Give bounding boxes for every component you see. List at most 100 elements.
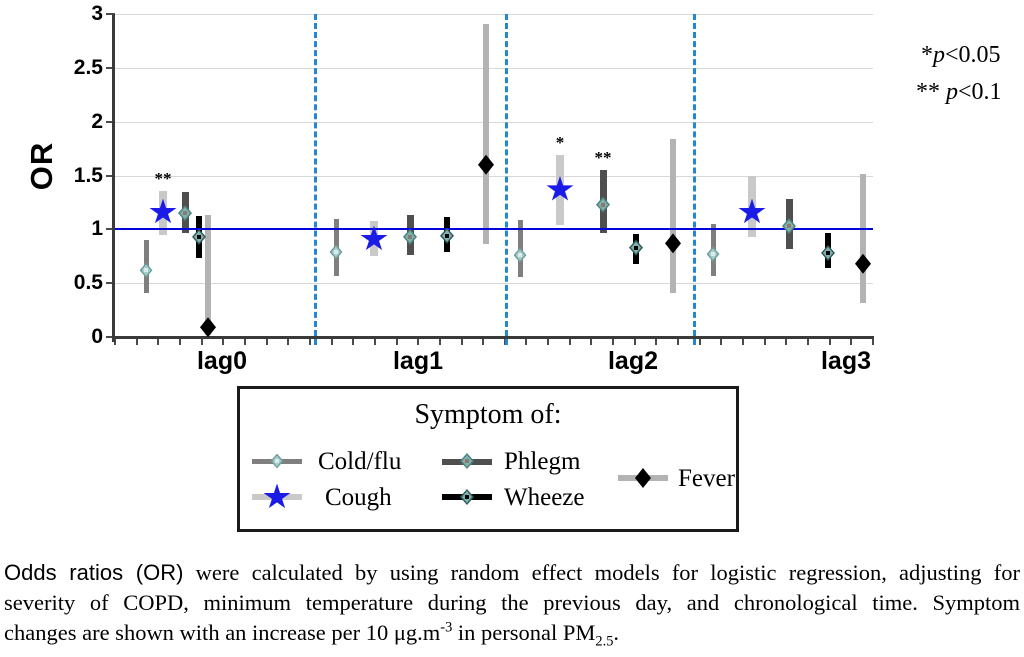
x-axis-tick (243, 337, 246, 345)
legend-entry-phlegm: Phlegm (442, 448, 632, 475)
legend-marker-symbol (635, 468, 651, 488)
x-axis-tick (200, 337, 203, 345)
legend-label: Wheeze (504, 484, 585, 511)
x-axis-tick (114, 337, 116, 345)
x-axis-tick (287, 337, 290, 345)
gridline (115, 67, 873, 69)
caption-line-1: Odds ratios (OR) were calculated by usin… (4, 560, 1020, 585)
x-axis-tick (807, 337, 810, 345)
legend-label: Phlegm (504, 448, 581, 475)
marker-coldflu-lag2 (513, 247, 527, 263)
x-axis-tick (503, 337, 506, 345)
marker-wheeze-lag0 (192, 228, 206, 245)
x-axis-tick (698, 337, 701, 345)
legend-marker-cough (252, 483, 302, 510)
x-axis-tick (633, 337, 636, 345)
y-axis-tick (106, 336, 115, 338)
marker-phlegm-lag0 (178, 205, 192, 222)
marker-fever-lag3 (855, 253, 871, 274)
y-tick-label: 0.5 (73, 271, 103, 295)
legend-marker-symbol (460, 489, 474, 505)
marker-coldflu-lag3 (706, 246, 720, 262)
x-category-label: lag0 (196, 347, 248, 375)
x-axis-tick (655, 337, 658, 345)
legend-entry-cold-flu: Cold/flu (252, 448, 442, 475)
y-tick-label: 2.5 (73, 55, 103, 79)
x-axis-tick (828, 337, 831, 345)
x-axis-tick (525, 337, 528, 345)
significance-mark: * (555, 133, 565, 153)
y-tick-label: 0 (91, 325, 103, 348)
x-axis-tick (742, 337, 745, 345)
gridline (115, 283, 873, 285)
y-axis-title: OR (24, 141, 59, 191)
significance-star: ** (916, 79, 946, 105)
ci-bar-fever-lag3 (860, 174, 866, 303)
x-category-label: lag1 (392, 347, 444, 375)
x-axis-tick (677, 337, 680, 345)
y-tick-label: 1.5 (73, 163, 103, 187)
significance-note-p01: ** p<0.1 (916, 79, 1002, 105)
x-axis-tick (417, 337, 420, 345)
legend-marker-cold-flu (252, 448, 302, 474)
x-axis-tick (460, 337, 463, 345)
x-axis-tick (590, 337, 593, 345)
x-axis-tick (763, 337, 766, 345)
marker-coldflu-lag0 (139, 262, 153, 278)
x-axis-tick (850, 337, 853, 345)
marker-fever-lag0 (200, 317, 216, 338)
caption-line-3: changes are shown with an increase per 1… (4, 619, 620, 650)
x-axis-tick (352, 337, 355, 345)
marker-wheeze-lag1 (440, 227, 454, 244)
y-tick-label: 1 (91, 217, 103, 241)
x-axis-tick (135, 337, 138, 345)
legend-title: Symptom of: (414, 399, 562, 430)
marker-wheeze-lag3 (821, 245, 835, 262)
marker-phlegm-lag2 (596, 196, 610, 213)
x-axis-tick (612, 337, 615, 345)
gridline (115, 121, 873, 123)
x-axis-tick (482, 337, 485, 345)
gridline (115, 175, 873, 177)
legend-marker-phlegm (442, 448, 492, 474)
gridline (115, 14, 873, 15)
x-axis-tick (178, 337, 181, 345)
legend-box: Symptom of: Cold/flu Cough Phlegm Wheeze… (237, 386, 739, 532)
x-category-label: lag3 (820, 347, 872, 375)
x-axis-tick (395, 337, 398, 345)
legend-entry-fever: Fever (618, 465, 735, 492)
x-axis-tick (547, 337, 550, 345)
marker-phlegm-lag1 (403, 228, 417, 245)
marker-fever-lag2 (665, 233, 681, 254)
ci-bar-fever-lag1 (483, 23, 489, 245)
figure-caption: Odds ratios (OR) were calculated by usin… (4, 558, 1020, 650)
ci-bar-fever-lag0 (205, 215, 211, 335)
group-divider-line (505, 14, 508, 345)
marker-wheeze-lag2 (629, 239, 643, 256)
significance-note-p005: *p<0.05 (921, 42, 1001, 68)
marker-phlegm-lag3 (782, 218, 796, 235)
legend-label: Fever (678, 465, 735, 492)
x-axis-tick (720, 337, 723, 345)
legend-marker-wheeze (442, 484, 492, 510)
marker-coldflu-lag1 (329, 244, 343, 260)
x-axis-tick (373, 337, 376, 345)
x-axis-tick (222, 337, 225, 345)
x-axis-tick (308, 337, 311, 345)
legend-entry-cough: Cough (252, 483, 442, 511)
x-axis-line (112, 336, 874, 339)
x-axis-tick (265, 337, 268, 345)
caption-line-2: severity of COPD, minimum temperature du… (4, 590, 1020, 615)
legend-marker-symbol (270, 453, 284, 469)
legend-marker-fever (618, 465, 668, 491)
group-divider-line (693, 14, 696, 345)
legend-marker-symbol (460, 453, 474, 469)
significance-star: * (921, 42, 933, 68)
y-axis-tick (106, 174, 115, 177)
y-tick-label: 3 (91, 2, 103, 25)
y-axis-tick (106, 13, 115, 15)
x-axis-tick (872, 337, 874, 345)
ci-bar-fever-lag2 (670, 138, 676, 293)
